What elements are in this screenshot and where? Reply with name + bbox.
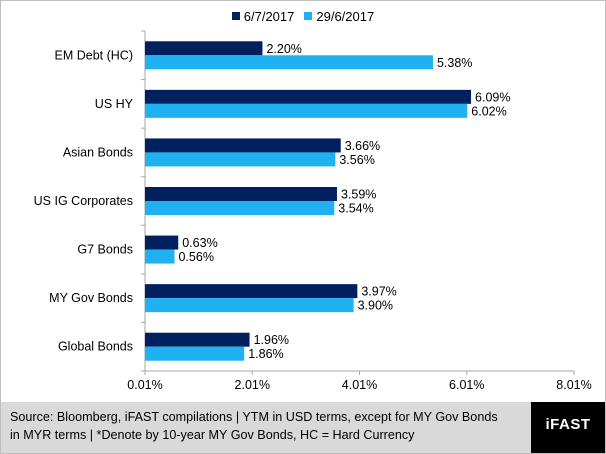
bar-series-2 [145, 346, 245, 361]
data-label: 6.09% [475, 90, 510, 104]
category-label: MY Gov Bonds [49, 291, 133, 305]
data-label: 3.59% [341, 188, 376, 202]
data-label: 3.90% [358, 299, 393, 313]
bar-series-1 [145, 332, 250, 347]
data-label: 3.97% [361, 285, 396, 299]
bar-series-2 [145, 249, 175, 264]
source-note: Source: Bloomberg, iFAST compilations | … [10, 408, 530, 444]
bar-chart: 0.01% 2.01% 4.01% 6.01% 8.01% EM Debt (HC) 2.2… [34, 30, 592, 392]
x-tick-label: 0.01% [127, 378, 162, 392]
legend-entry-series-2: 29/6/2017 [304, 9, 374, 24]
data-label: 3.56% [339, 153, 374, 167]
data-label: 2.20% [266, 42, 301, 56]
x-tick-label: 6.01% [449, 378, 484, 392]
legend-swatch-series-1 [231, 12, 240, 20]
bar-series-1 [145, 235, 179, 250]
ifast-logo: iFAST [531, 402, 605, 453]
data-label: 1.86% [248, 347, 283, 361]
data-label: 1.96% [254, 333, 289, 347]
category-label: US IG Corporates [34, 194, 133, 208]
data-label: 3.54% [338, 202, 373, 216]
legend-swatch-series-2 [304, 12, 313, 20]
bar-series-2 [145, 103, 468, 118]
x-tick-label: 8.01% [556, 378, 591, 392]
data-label: 5.38% [437, 56, 472, 70]
bar-series-1 [145, 284, 358, 299]
bar-series-2 [145, 152, 336, 167]
category-label: US HY [95, 97, 134, 111]
bar-series-2 [145, 201, 335, 215]
x-tick-label: 2.01% [235, 378, 270, 392]
ifast-logo-text: iFAST [545, 416, 591, 433]
data-label: 6.02% [471, 104, 506, 118]
bar-series-1 [145, 187, 337, 201]
category-label: EM Debt (HC) [55, 48, 133, 62]
x-tick-label: 4.01% [342, 378, 377, 392]
bar-series-2 [145, 55, 433, 70]
data-label: 0.63% [182, 236, 217, 250]
legend: 6/7/2017 29/6/2017 [1, 7, 605, 25]
data-label: 3.66% [345, 139, 380, 153]
data-label: 0.56% [178, 250, 213, 264]
category-label: G7 Bonds [77, 243, 133, 257]
legend-entry-series-1: 6/7/2017 [231, 8, 295, 24]
legend-label-series-2: 29/6/2017 [316, 8, 375, 24]
footer: Source: Bloomberg, iFAST compilations | … [1, 402, 605, 453]
source-note-line-2: in MYR terms | *Denote by 10-year MY Gov… [10, 428, 415, 442]
bar-series-2 [145, 298, 354, 313]
category-label: Global Bonds [58, 340, 133, 354]
legend-label-series-1: 6/7/2017 [243, 8, 295, 24]
bar-series-1 [145, 138, 341, 153]
bar-series-1 [145, 41, 263, 56]
bar-series-1 [145, 89, 472, 104]
source-note-line-1: Source: Bloomberg, iFAST compilations | … [10, 410, 498, 424]
category-label: Asian Bonds [63, 145, 133, 159]
